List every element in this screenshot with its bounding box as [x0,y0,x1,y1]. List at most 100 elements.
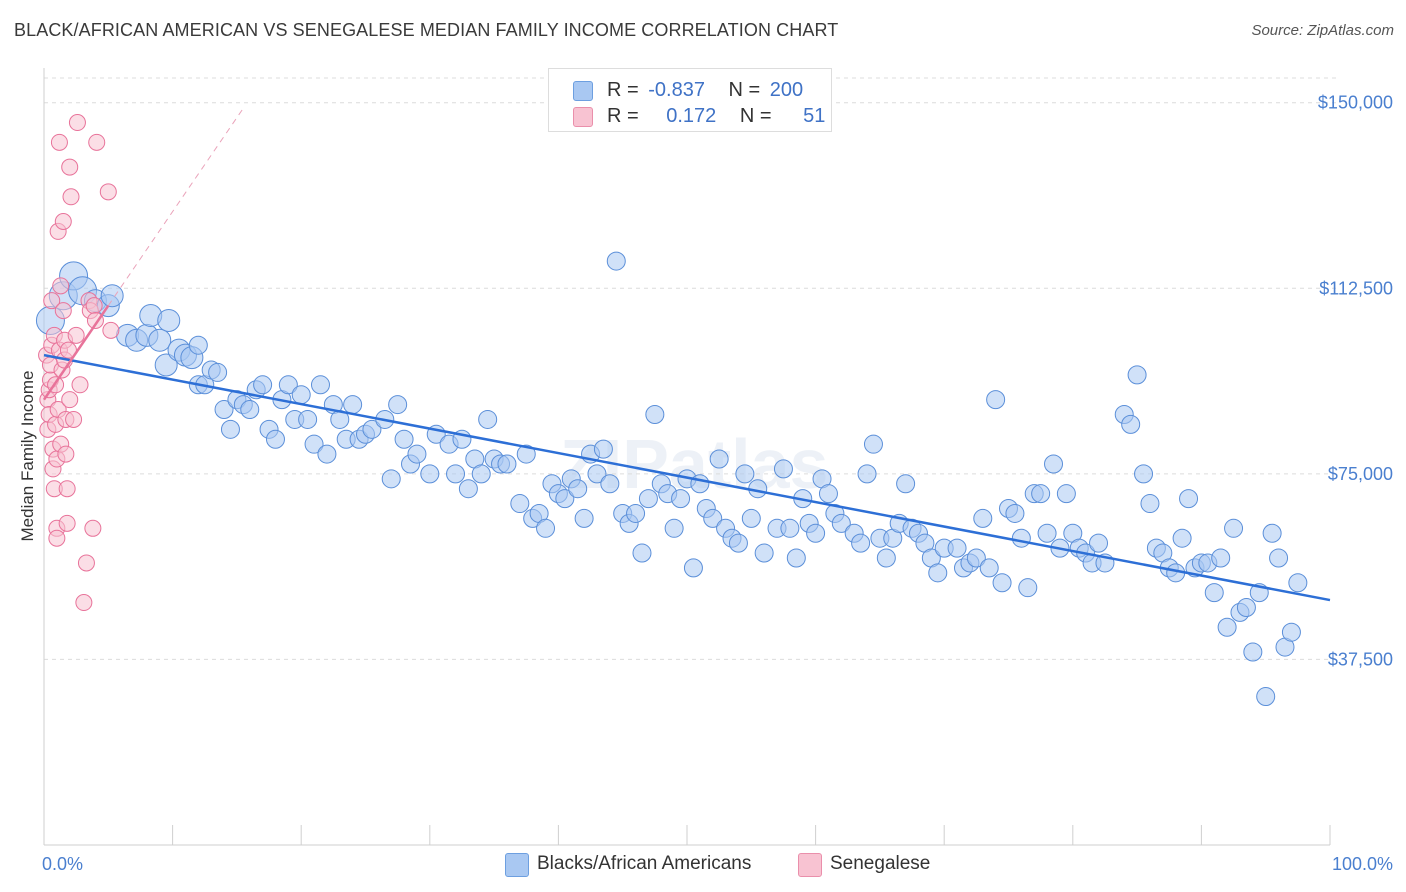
data-point-pink [58,480,76,498]
data-point-blue [148,328,172,352]
data-point-blue [780,518,800,538]
data-point-blue [600,474,620,494]
trend-line-blue [43,353,1331,602]
data-point-pink [102,321,120,339]
data-point-blue [992,573,1012,593]
legend-r-label: R = [607,105,639,127]
data-point-blue [278,375,298,395]
data-point-blue [973,508,993,528]
data-point-blue [568,479,588,499]
data-point-blue [703,508,723,528]
data-point-blue [735,464,755,484]
data-point-blue [851,533,871,553]
data-point-blue [1269,548,1289,568]
data-point-blue [1204,583,1224,603]
data-point-blue [157,308,181,332]
data-point-pink [58,514,76,532]
data-point-blue [1089,533,1109,553]
legend-r-label: R = [607,79,639,101]
data-point-blue [574,508,594,528]
data-point-blue [664,518,684,538]
data-point-blue [1044,454,1064,474]
data-point-blue [728,533,748,553]
trend-lines [42,107,1331,602]
data-point-blue [1127,365,1147,385]
data-point-pink [43,292,61,310]
data-point-pink [84,519,102,537]
data-point-pink [50,133,68,151]
data-point-blue [979,558,999,578]
data-point-blue [1140,494,1160,514]
data-point-blue [638,489,658,509]
bottom-legend-swatch-pink [798,853,822,877]
legend-r-value: 0.172 [666,105,717,127]
data-point-blue [100,284,124,308]
data-point-blue [896,474,916,494]
data-point-pink [85,297,103,315]
data-point-blue [214,400,234,420]
data-point-blue [1011,528,1031,548]
x-tick-label: 0.0% [42,854,83,874]
data-point-blue [818,484,838,504]
data-point-blue [381,469,401,489]
data-point-blue [317,444,337,464]
stats-legend: R = -0.837 N = 200 R = 0.172 N = 51 [548,68,832,132]
data-point-blue [291,385,311,405]
data-point-pink [62,188,80,206]
data-point-blue [966,548,986,568]
y-tick-label: $112,500 [1319,278,1393,298]
data-point-blue [1018,578,1038,598]
data-point-blue [626,503,646,523]
data-point-blue [1005,503,1025,523]
data-point-pink [61,391,79,409]
data-point-blue [362,419,382,439]
data-point-blue [343,395,363,415]
data-point-blue [310,375,330,395]
data-point-blue [1236,597,1256,617]
data-point-blue [1281,622,1301,642]
axes [43,68,1331,846]
legend-n-value: 200 [769,79,804,101]
x-tick-labels: 0.0% 100.0% [42,854,1393,874]
data-point-pink [54,302,72,320]
data-point-pink [61,158,79,176]
data-point-blue [645,404,665,424]
data-point-blue [1217,617,1237,637]
data-point-blue [1134,464,1154,484]
data-point-blue [1262,523,1282,543]
data-point-blue [709,449,729,469]
legend-r-value: -0.837 [648,79,705,101]
data-point-blue [1288,573,1308,593]
data-point-pink [52,277,70,295]
data-point-pink [48,529,66,547]
data-point-blue [208,362,228,382]
data-point-blue [671,489,691,509]
data-point-blue [857,464,877,484]
data-point-blue [690,474,710,494]
data-point-pink [67,326,85,344]
data-point-pink [71,376,89,394]
data-point-blue [1031,484,1051,504]
data-point-pink [54,213,72,231]
bottom-legend-label: Blacks/African Americans [537,853,752,874]
data-point-blue [1056,484,1076,504]
data-point-blue [587,464,607,484]
chart-title: BLACK/AFRICAN AMERICAN VS SENEGALESE MED… [14,20,839,40]
data-point-blue [606,251,626,271]
data-point-pink [77,554,95,572]
data-point-blue [265,429,285,449]
legend-n-value: 51 [803,105,826,127]
y-axis-label: Median Family Income [18,370,37,541]
data-point-blue [516,444,536,464]
data-point-blue [420,464,440,484]
data-point-pink [65,410,83,428]
data-point-blue [220,419,240,439]
bottom-legend-swatch-blue [505,853,529,877]
data-point-blue [1172,528,1192,548]
data-point-blue [741,508,761,528]
data-point-blue [632,543,652,563]
data-point-blue [1211,548,1231,568]
data-point-blue [536,518,556,538]
data-point-blue [786,548,806,568]
